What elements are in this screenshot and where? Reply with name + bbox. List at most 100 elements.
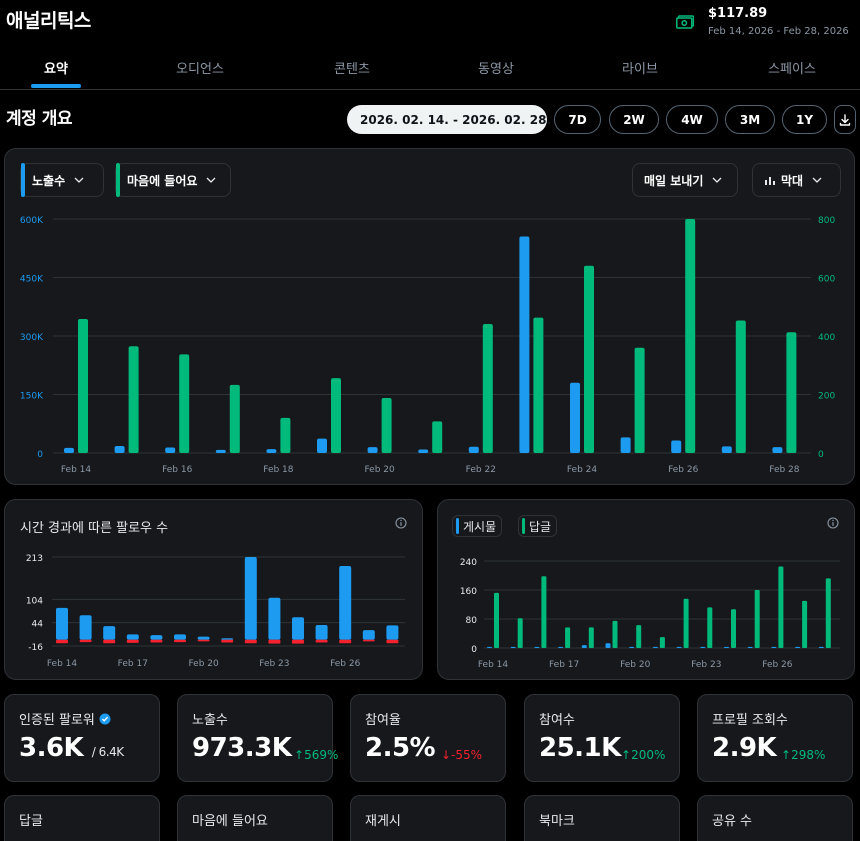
stat-value: 973.3K [192,733,292,763]
impressions-bar [519,236,530,453]
likes-bar [584,265,594,453]
legend-posts[interactable]: 게시물 [452,515,503,537]
tab-video[interactable]: 동영상 [478,62,514,77]
followers-gained-bar [221,638,234,640]
followers-gained-bar [362,630,375,640]
followers-gained-bar [315,625,328,640]
tab-content[interactable]: 콘텐츠 [334,62,370,77]
replies-bar [588,627,594,648]
stat-label: 노출수 [192,713,228,728]
y-left-tick-label: 600K [20,216,44,226]
range-1y-button[interactable]: 1Y [782,105,827,134]
posts-bar [676,646,682,648]
likes-bar [78,319,88,453]
legend-replies[interactable]: 답글 [518,515,558,537]
x-tick-label: Feb 26 [330,659,361,669]
y-left-tick-label: 450K [20,275,44,285]
followers-gained-bar [103,626,116,640]
range-7d-button[interactable]: 7D [554,105,601,134]
followers-lost-bar [315,639,328,643]
earnings-summary[interactable]: $117.89 Feb 14, 2026 - Feb 28, 2026 [676,6,849,37]
posts-bar [487,646,492,648]
metric-left-label: 노출수 [32,173,66,188]
info-icon[interactable] [827,517,839,529]
posts-bar [581,645,587,648]
likes-bar [634,347,645,453]
replies-bar [517,618,523,648]
posts-bar [558,646,564,648]
stat-change-value: 200% [631,748,666,762]
likes-bar [229,384,240,453]
stat-label: 재게시 [365,814,401,829]
stat-card-engagements[interactable]: 참여수 25.1K ↑200% [524,694,680,782]
export-label: 매일 보내기 [644,173,704,188]
chevron-down-icon [206,177,216,183]
app-title: 애널리틱스 [6,10,91,32]
impressions-bar [570,382,580,453]
main-chart-card: 노출수 마음에 들어요 매일 보내기 막대 0 150K 300K 450K 600K 0… [4,148,855,485]
followers-lost-bar [244,639,257,644]
followers-lost-bar [386,639,399,644]
followers-gained-bar [268,597,281,640]
metric-selector-likes[interactable]: 마음에 들어요 [115,163,231,197]
chart-type-selector[interactable]: 막대 [752,163,841,197]
x-tick-label: Feb 28 [769,465,800,475]
impressions-bar [215,449,226,453]
legend-replies-label: 답글 [529,519,552,534]
y-tick-label: 240 [460,558,477,568]
posts-bar [629,646,635,648]
stat-card-reposts[interactable]: 재게시 [350,795,506,841]
tab-summary[interactable]: 요약 [44,62,68,77]
impressions-bar [418,449,429,453]
posts-bar [795,646,801,648]
chart-type-label: 막대 [781,173,804,188]
export-daily-button[interactable]: 매일 보내기 [632,163,738,197]
arrow-up-icon: ↑ [621,748,632,762]
followers-gained-bar [56,607,68,640]
followers-lost-bar [126,639,139,643]
tab-audience[interactable]: 오디언스 [176,62,224,77]
stat-card-profile-visits[interactable]: 프로필 조회수 2.9K ↑298% [697,694,853,782]
posts-bar [771,646,777,648]
likes-bar [533,317,544,453]
tab-spaces[interactable]: 스페이스 [768,62,816,77]
tab-live[interactable]: 라이브 [622,62,658,77]
stat-card-likes[interactable]: 마음에 들어요 [177,795,333,841]
active-tab-indicator [31,84,81,88]
stat-card-bookmarks[interactable]: 북마크 [524,795,680,841]
date-range-picker[interactable]: 2026. 02. 14. - 2026. 02. 28. [347,105,551,134]
stat-card-impressions[interactable]: 노출수 973.3K ↑569% [177,694,338,782]
x-tick-label: Feb 20 [620,660,651,670]
posts-bar [605,643,611,648]
stat-change-value: 298% [791,748,826,762]
stat-label: 공유 수 [712,814,753,829]
stat-card-shares[interactable]: 공유 수 [697,795,853,841]
y-tick-label: 0 [471,645,477,655]
follower-chart-card: 시간 경과에 따른 팔로우 수 -16 44 104 213 Feb 14 Feb 17 F… [4,499,423,680]
x-tick-label: Feb 17 [549,660,579,670]
stat-card-replies[interactable]: 답글 [4,795,160,841]
range-2w-button[interactable]: 2W [609,105,659,134]
range-4w-button[interactable]: 4W [666,105,718,134]
posts-chart-card: 게시물 답글 0 80 160 240 Feb 14 Feb 17 Feb 20 Feb 23… [437,499,855,680]
likes-bar [432,421,443,453]
followers-gained-bar [150,635,163,640]
range-3m-button[interactable]: 3M [725,105,775,134]
impressions-bar [721,446,732,453]
replies-bar [541,576,547,648]
impressions-bar [772,447,783,453]
replies-bar [565,627,571,648]
y-left-tick-label: 300K [20,333,44,343]
cash-icon [676,15,694,29]
stat-card-engagement-rate[interactable]: 참여율 2.5% ↓-55% [350,694,506,782]
likes-bar [685,219,696,453]
info-icon[interactable] [395,517,407,529]
impressions-bar [468,446,479,453]
analytics-tabs: 요약 오디언스 콘텐츠 동영상 라이브 스페이스 [0,44,860,90]
legend-posts-label: 게시물 [463,519,497,534]
replies-bar [683,598,689,648]
metric-selector-impressions[interactable]: 노출수 [20,163,104,197]
stat-label-text: 인증된 팔로워 [19,713,95,728]
stat-card-verified-followers[interactable]: 인증된 팔로워 3.6K / 6.4K [4,694,160,782]
download-button[interactable] [834,105,856,134]
